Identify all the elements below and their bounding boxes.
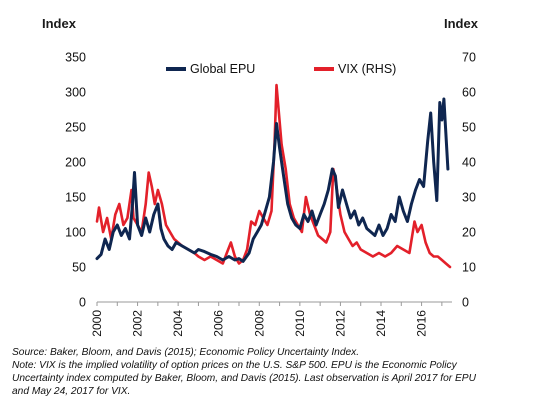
right-tick-label: 10 [462, 261, 476, 275]
note-line-1: Note: VIX is the implied volatility of o… [12, 360, 457, 371]
right-axis: 0 10 20 30 40 50 60 70 [462, 51, 476, 310]
right-tick-label: 30 [462, 191, 476, 205]
note-line-2: Uncertainty index computed by Baker, Blo… [12, 373, 476, 384]
x-tick-label: 2008 [252, 310, 266, 337]
x-tick-label: 2002 [131, 310, 145, 337]
x-tick-label: 2014 [374, 310, 388, 337]
x-tick-label: 2006 [212, 310, 226, 337]
left-tick-label: 0 [79, 296, 86, 310]
right-tick-label: 50 [462, 121, 476, 135]
left-tick-label: 250 [65, 121, 86, 135]
series-layer [95, 83, 452, 269]
x-tick-label: 2010 [293, 310, 307, 337]
x-tick-label: 2000 [90, 310, 104, 337]
x-tick-label: 2004 [171, 310, 185, 337]
left-axis-title: Index [42, 16, 76, 31]
x-axis: 2000 2002 2004 2006 2008 2010 2012 2014 2016 [90, 302, 443, 337]
right-tick-label: 70 [462, 51, 476, 65]
x-tick-label: 2016 [415, 310, 429, 337]
notes: Source: Baker, Bloom, and Davis (2015); … [12, 346, 532, 398]
series-line-vix [95, 83, 452, 269]
right-tick-label: 0 [462, 296, 469, 310]
left-axis: 0 50 100 150 200 250 300 350 [65, 51, 86, 310]
right-tick-label: 20 [462, 226, 476, 240]
series-line-global-epu [95, 97, 450, 263]
left-tick-label: 150 [65, 191, 86, 205]
legend-label-vix: VIX (RHS) [338, 62, 396, 76]
left-tick-label: 200 [65, 156, 86, 170]
right-tick-label: 60 [462, 86, 476, 100]
chart-canvas: 0 50 100 150 200 250 300 350 0 10 20 30 40 50 60 70 20… [65, 51, 476, 337]
left-tick-label: 350 [65, 51, 86, 65]
legend-label-global-epu: Global EPU [190, 62, 255, 76]
left-tick-label: 50 [72, 261, 86, 275]
note-line-3: and May 24, 2017 for VIX. [12, 386, 131, 397]
left-tick-label: 100 [65, 226, 86, 240]
source-note: Source: Baker, Bloom, and Davis (2015); … [12, 347, 360, 358]
x-tick-label: 2012 [333, 310, 347, 337]
left-tick-label: 300 [65, 86, 86, 100]
right-tick-label: 40 [462, 156, 476, 170]
legend: Global EPU VIX (RHS) [166, 62, 396, 76]
right-axis-title: Index [444, 16, 478, 31]
